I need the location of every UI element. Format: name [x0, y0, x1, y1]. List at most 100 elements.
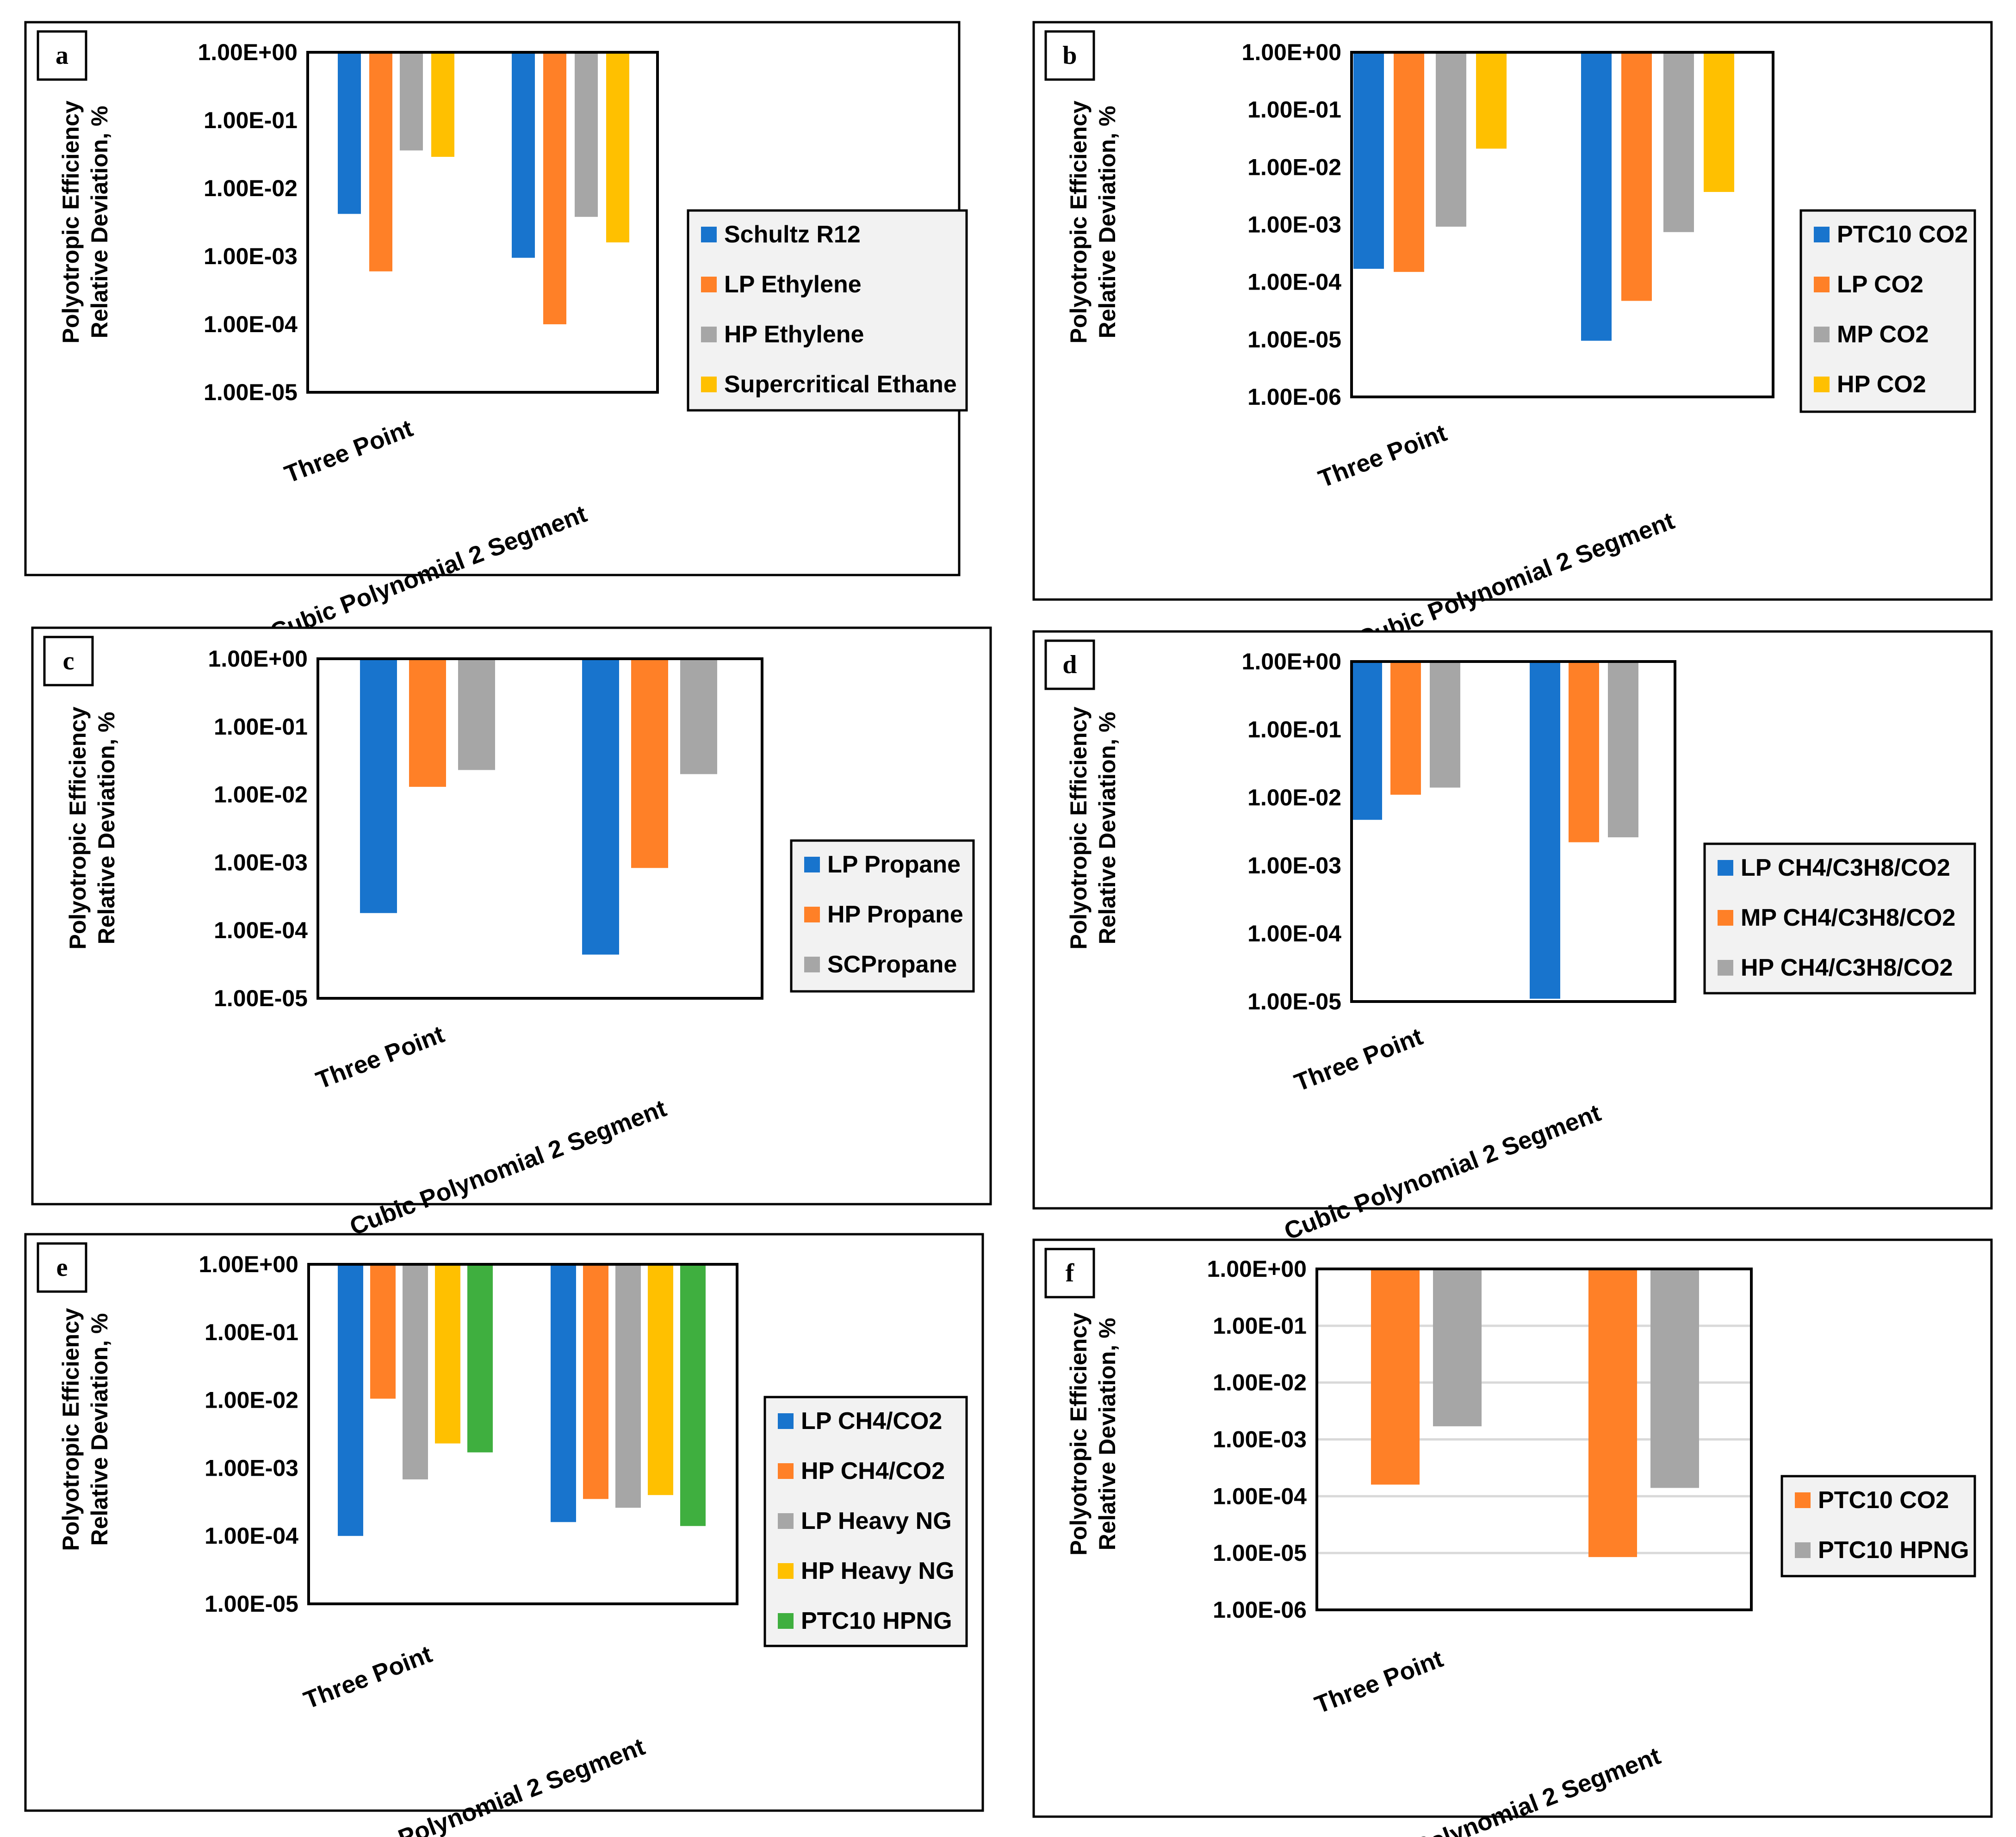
panel-label: a	[56, 41, 68, 70]
panel-label-box	[37, 30, 87, 81]
panel-label-box	[1044, 639, 1095, 690]
legend-swatch	[701, 327, 717, 342]
y-axis-title: Polyotropic Efficiency Relative Deviation…	[1066, 706, 1120, 949]
y-axis-title-line: Relative Deviation, %	[1094, 106, 1120, 339]
chart-panel-c: c 1.00E+00 1.00E-01 1.00E-02 1.00E-03 1.00E-0…	[31, 626, 992, 1241]
legend-entry: SCPropane	[827, 951, 957, 978]
y-axis-title-line: Relative Deviation, %	[87, 1313, 112, 1546]
bar-scpropane-cubic	[680, 659, 717, 774]
legend-entry: MP CH4/C3H8/CO2	[1741, 904, 1955, 931]
legend-entry: PTC10 CO2	[1837, 221, 1968, 248]
y-tick-label: 1.00E-05	[214, 985, 308, 1011]
legend-swatch	[804, 907, 820, 922]
y-tick-label: 1.00E-05	[1247, 989, 1341, 1014]
y-tick-label: 1.00E-06	[1213, 1597, 1307, 1623]
bar-hp-propane-cubic	[631, 659, 668, 868]
bar-lp-co2-three-point	[1394, 52, 1424, 272]
bars	[1353, 52, 1734, 341]
y-axis-title-line: Relative Deviation, %	[87, 106, 112, 339]
legend-swatch	[1718, 860, 1733, 876]
plot-area	[316, 657, 763, 1000]
bar-hp-heavy-ng-three-point	[435, 1264, 460, 1444]
legend-swatch	[1814, 377, 1830, 392]
panel-label: e	[56, 1253, 68, 1282]
legend-swatch	[778, 1613, 794, 1629]
bars	[1371, 1269, 1699, 1557]
y-tick-label: 1.00E-02	[1247, 154, 1341, 180]
y-tick-label: 1.00E-01	[1247, 97, 1341, 123]
bar-ptc10-co2-three-point	[1353, 52, 1384, 269]
y-axis-ticks: 1.00E+00 1.00E-01 1.00E-02 1.00E-03 1.00E-04…	[1242, 39, 1342, 410]
bar-hp-ethylene-three-point	[400, 52, 423, 151]
panel-label: f	[1066, 1259, 1075, 1287]
legend-swatch	[1718, 960, 1733, 976]
bar-lp-co2-cubic	[1621, 52, 1652, 301]
y-tick-label: 1.00E-04	[214, 917, 308, 943]
legend-swatch	[701, 277, 717, 292]
y-tick-label: 1.00E-02	[205, 1387, 298, 1413]
y-axis-title-line: Relative Deviation, %	[1094, 1318, 1120, 1551]
legend-box	[1703, 842, 1976, 995]
bar-mp-co2-cubic	[1663, 52, 1694, 232]
chart-panel-d: d 1.00E+00 1.00E-01 1.00E-02 1.00E-03 1.00E-0…	[1032, 630, 1993, 1245]
bar-mp-ch4-c3h8-co2-cubic	[1569, 662, 1599, 842]
legend-entry: Supercritical Ethane	[724, 371, 957, 398]
bar-supercritical-ethane-three-point	[431, 52, 454, 157]
bar-hp-ethylene-cubic	[575, 52, 598, 217]
y-tick-label: 1.00E-02	[214, 782, 308, 808]
y-axis-title-line: Polyotropic Efficiency	[65, 706, 91, 949]
y-tick-label: 1.00E-01	[204, 107, 298, 133]
bar-lp-heavy-ng-three-point	[403, 1264, 428, 1479]
legend-entry: HP CH4/CO2	[801, 1458, 945, 1484]
bar-ptc10-co2-cubic	[1588, 1269, 1637, 1557]
y-tick-label: 1.00E-04	[1247, 921, 1341, 946]
y-tick-label: 1.00E-01	[214, 714, 308, 740]
bar-ptc10-co2-three-point	[1371, 1269, 1420, 1485]
bar-schultz-r12-cubic	[512, 52, 535, 258]
y-tick-label: 1.00E-04	[204, 311, 298, 337]
y-axis-ticks: 1.00E+00 1.00E-01 1.00E-02 1.00E-03 1.00E-04…	[208, 646, 308, 1011]
bar-hp-propane-three-point	[409, 659, 446, 787]
y-tick-label: 1.00E-05	[204, 379, 298, 405]
legend-swatch	[804, 957, 820, 972]
panel-label-box	[37, 1242, 87, 1293]
legend-entry: LP Propane	[827, 851, 961, 878]
bars	[1352, 662, 1638, 999]
legend-entry: MP CO2	[1837, 321, 1929, 348]
bar-lp-heavy-ng-cubic	[615, 1264, 641, 1508]
legend-swatch	[778, 1463, 794, 1479]
y-axis-ticks: 1.00E+00 1.00E-01 1.00E-02 1.00E-03 1.00E-04…	[198, 39, 298, 405]
y-axis-title-line: Polyotropic Efficiency	[1066, 706, 1092, 949]
y-tick-label: 1.00E-05	[205, 1591, 298, 1617]
bar-ptc10-co2-cubic	[1581, 52, 1612, 341]
legend-swatch	[1814, 227, 1830, 242]
y-axis-title-line: Polyotropic Efficiency	[1066, 100, 1092, 343]
y-tick-label: 1.00E-05	[1213, 1540, 1307, 1566]
y-tick-label: 1.00E+00	[208, 646, 308, 672]
y-tick-label: 1.00E-01	[1213, 1313, 1307, 1339]
y-tick-label: 1.00E-03	[204, 243, 298, 269]
bar-ptc10-hpng-three-point	[1433, 1269, 1482, 1427]
bar-ptc10-hpng-three-point	[467, 1264, 493, 1453]
chart-panel-f: f 1.00E+00 1.00E-01 1.00E-02 1.00E-03 1.00E-0…	[1032, 1238, 1993, 1837]
bar-hp-ch4-c3h8-co2-cubic	[1608, 662, 1638, 837]
y-axis-title: Polyotropic Efficiency Relative Deviation…	[58, 1308, 112, 1551]
bar-lp-propane-cubic	[582, 659, 619, 955]
legend-swatch	[778, 1563, 794, 1579]
bar-mp-ch4-c3h8-co2-three-point	[1390, 662, 1421, 795]
y-tick-label: 1.00E+00	[1207, 1256, 1307, 1282]
legend-entry: PTC10 CO2	[1818, 1487, 1949, 1514]
bar-hp-ch4-c3h8-co2-three-point	[1430, 662, 1460, 788]
bar-supercritical-ethane-cubic	[606, 52, 629, 242]
bar-ptc10-hpng-cubic	[680, 1264, 706, 1526]
legend: LP CH4/C3H8/CO2 MP CH4/C3H8/CO2 HP CH4/C3H…	[1703, 842, 1976, 995]
y-axis-title-line: Relative Deviation, %	[93, 712, 119, 945]
y-tick-label: 1.00E-03	[205, 1455, 298, 1481]
y-axis-title: Polyotropic Efficiency Relative Deviation…	[58, 100, 112, 343]
legend-entry: PTC10 HPNG	[1818, 1537, 1969, 1564]
y-tick-label: 1.00E+00	[1242, 39, 1341, 65]
legend-entry: LP Ethylene	[724, 271, 862, 298]
panel-label: d	[1062, 650, 1077, 679]
y-tick-label: 1.00E-04	[205, 1523, 298, 1549]
y-axis-ticks: 1.00E+00 1.00E-01 1.00E-02 1.00E-03 1.00E-04…	[199, 1251, 299, 1617]
